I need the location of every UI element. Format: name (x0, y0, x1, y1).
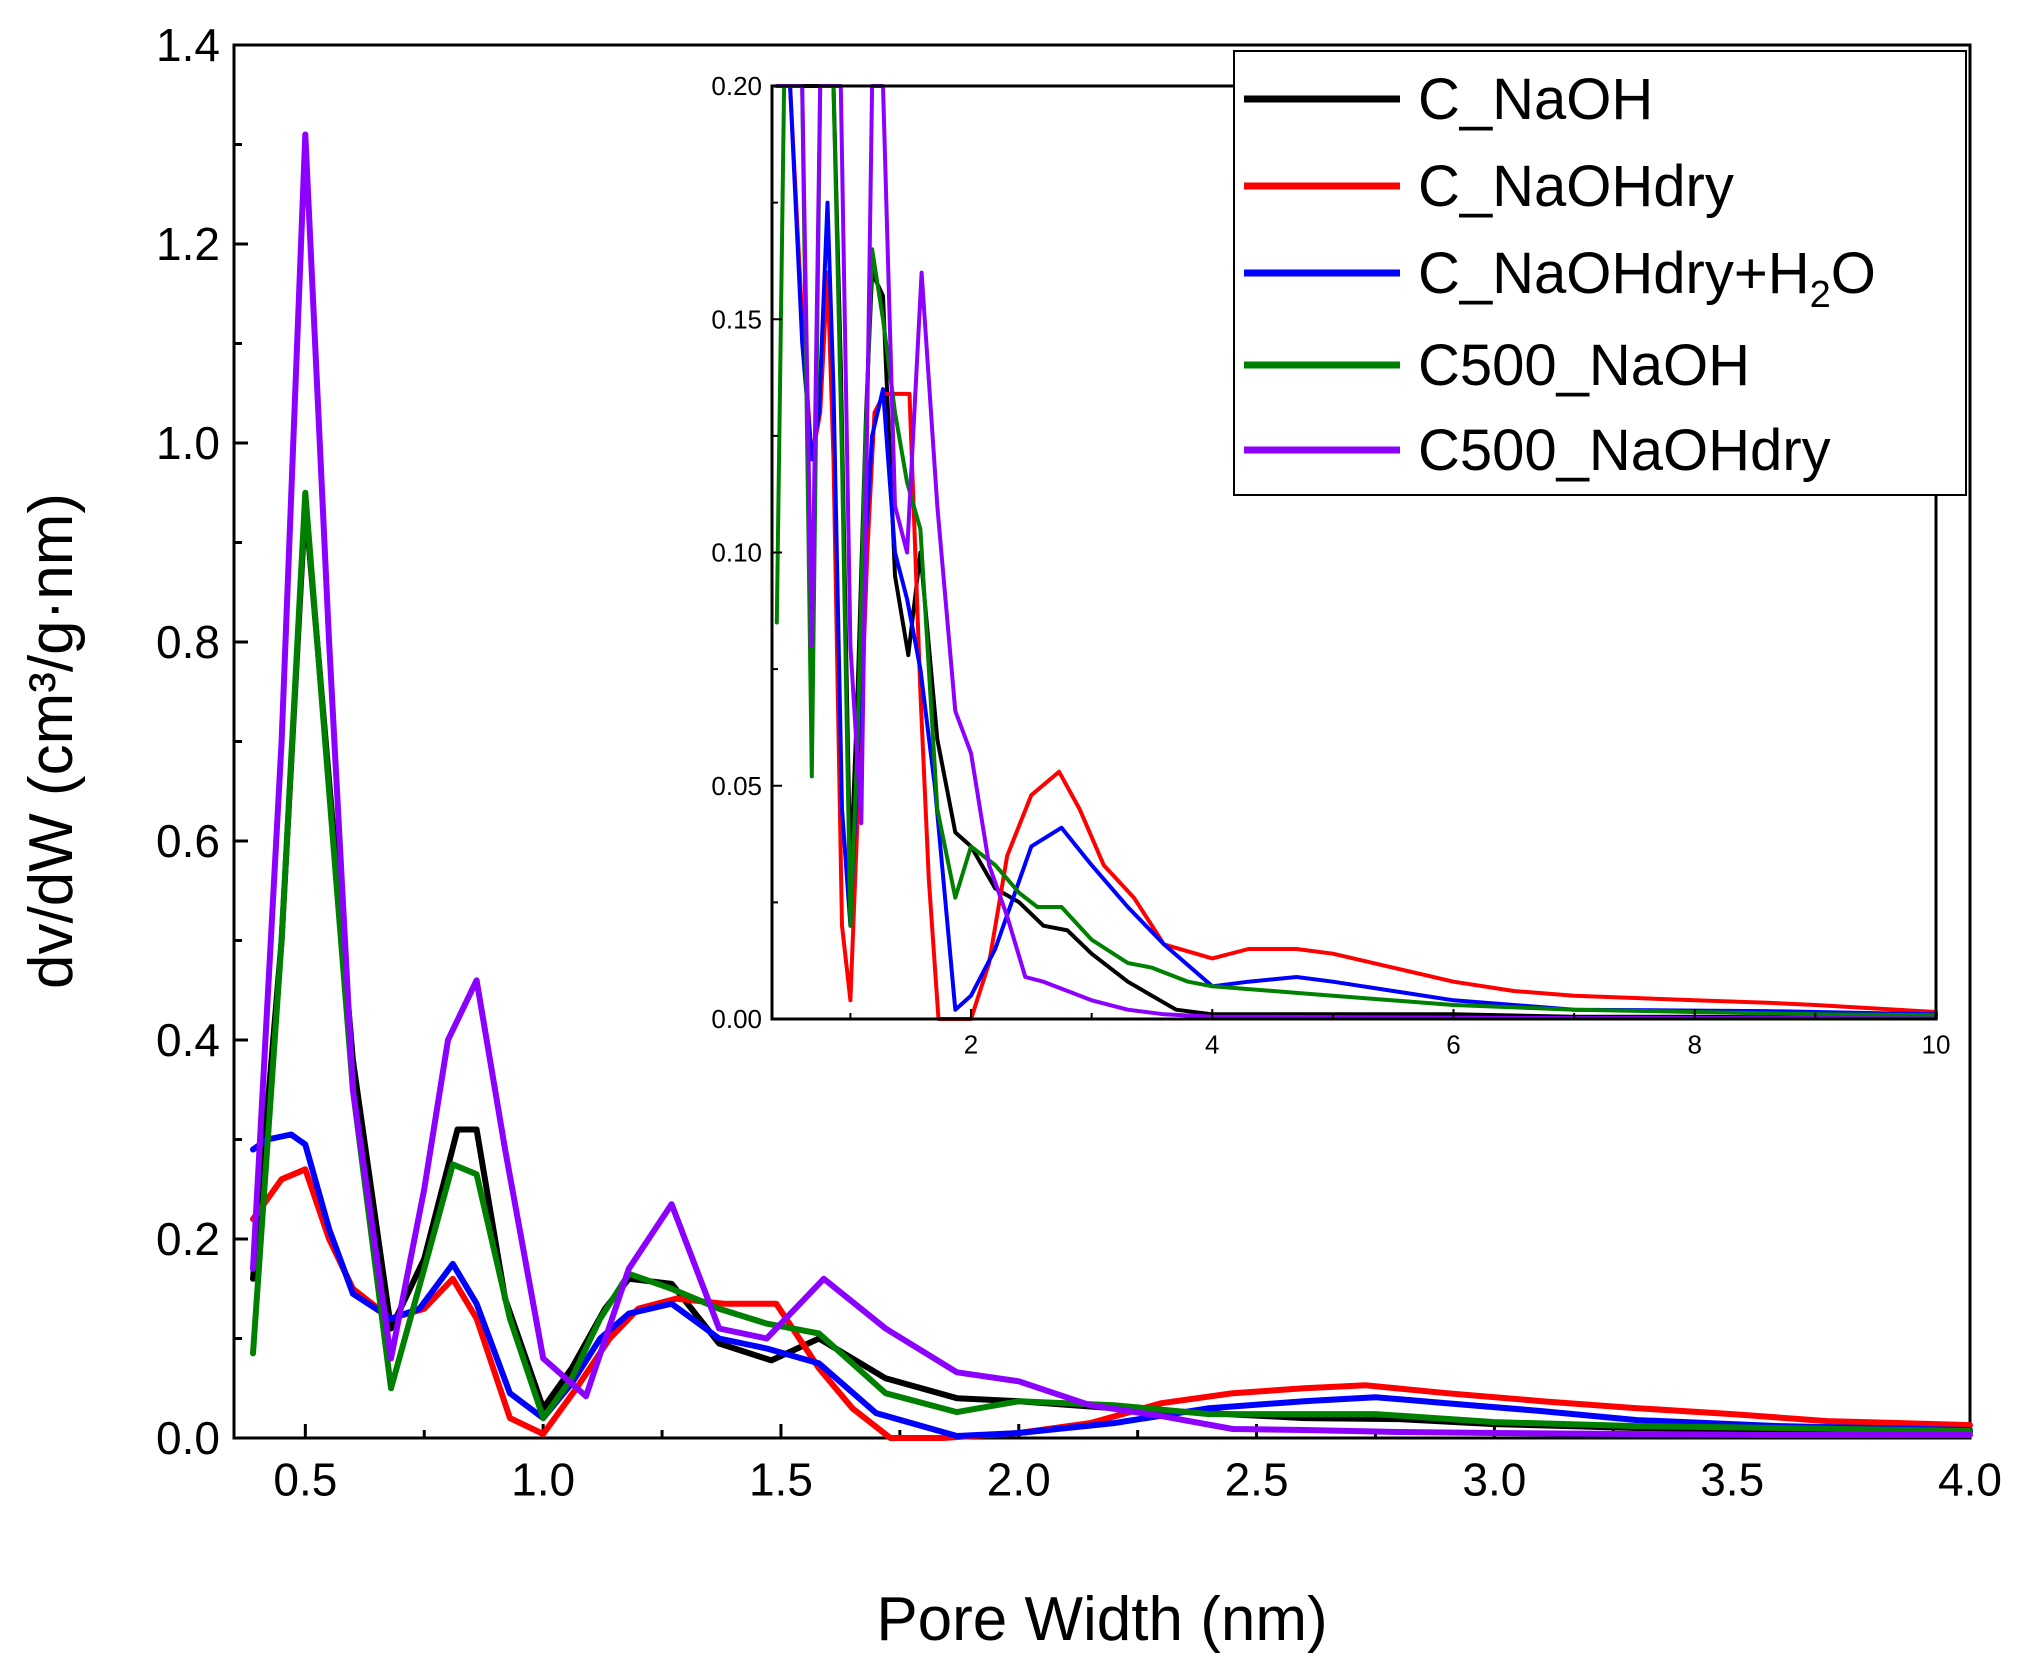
main-y-tick-label: 1.0 (156, 417, 220, 469)
inset-x-tick-label: 8 (1688, 1030, 1702, 1060)
main-y-tick-label: 0.6 (156, 815, 220, 867)
main-series-line-c-naohdry-h-o (250, 1131, 1973, 1439)
legend-item-c-naohdry: C_NaOHdry (1244, 154, 1734, 219)
legend-label-c-naohdry: C_NaOHdry (1418, 154, 1734, 219)
main-x-tick-label: 3.0 (1462, 1454, 1526, 1506)
inset-y-tick-label: 0.15 (711, 304, 762, 334)
main-y-tick-label: 1.4 (156, 19, 220, 71)
inset-x-tick-label: 4 (1205, 1030, 1219, 1060)
legend-label-c-naohdry-h2o-suffix: O (1831, 241, 1876, 306)
main-series-line-c-naohdry (250, 1166, 1973, 1441)
legend-item-c-naohdry-h2o: C_NaOHdry+H2O (1244, 241, 1876, 316)
main-x-tick-label: 1.5 (749, 1454, 813, 1506)
main-x-tick-label: 0.5 (273, 1454, 337, 1506)
inset-x-tick-label: 2 (964, 1030, 978, 1060)
legend-label-c-naohdry-h2o-subscript: 2 (1810, 274, 1831, 316)
main-x-tick-label: 4.0 (1938, 1454, 2002, 1506)
main-y-axis-label: dv/dW (cm³/g·nm) (17, 493, 86, 989)
inset-x-tick-label: 10 (1922, 1030, 1951, 1060)
inset-series-line-c-naohdry-h-o (774, 84, 1938, 1017)
main-y-tick-label: 0.8 (156, 616, 220, 668)
inset-y-tick-label: 0.05 (711, 771, 762, 801)
main-y-ticks: 0.0 0.2 0.4 0.6 0.8 1.0 1.2 1.4 (156, 19, 248, 1464)
legend-label-c500-naoh: C500_NaOH (1418, 333, 1750, 398)
main-x-tick-label: 2.5 (1225, 1454, 1289, 1506)
main-series-group (250, 131, 1973, 1441)
main-x-tick-label: 3.5 (1700, 1454, 1764, 1506)
legend-item-c500-naoh: C500_NaOH (1244, 333, 1750, 398)
main-series-line-c-naoh (250, 499, 1973, 1435)
main-y-tick-label: 0.4 (156, 1014, 220, 1066)
legend-item-c-naoh: C_NaOH (1244, 67, 1653, 132)
main-x-tick-label: 1.0 (511, 1454, 575, 1506)
legend-item-c500-naohdry: C500_NaOHdry (1244, 418, 1831, 483)
main-y-tick-label: 0.2 (156, 1213, 220, 1265)
inset-y-ticks: 0.00 0.05 0.10 0.15 0.20 (711, 71, 782, 1034)
legend-label-c-naohdry-h2o: C_NaOHdry+H2O (1418, 241, 1876, 316)
main-y-tick-label: 1.2 (156, 218, 220, 270)
legend-label-c-naohdry-h2o-prefix: C_NaOHdry+H (1418, 241, 1810, 306)
legend-label-c500-naohdry: C500_NaOHdry (1418, 418, 1831, 483)
main-x-tick-label: 2.0 (987, 1454, 1051, 1506)
main-y-tick-label: 0.0 (156, 1412, 220, 1464)
inset-y-tick-label: 0.20 (711, 71, 762, 101)
legend: C_NaOH C_NaOHdry C_NaOHdry+H2O C500_NaOH… (1233, 50, 1967, 496)
inset-x-ticks: 2 4 6 8 10 (849, 1009, 1951, 1060)
main-plot: 0.0 0.2 0.4 0.6 0.8 1.0 1.2 1.4 0.5 1.0 1.5 2.0 2.5… (17, 19, 2002, 1654)
main-series-line-c500-naohdry (250, 131, 1973, 1438)
inset-x-tick-label: 6 (1446, 1030, 1460, 1060)
legend-label-c-naoh: C_NaOH (1418, 67, 1653, 132)
main-x-axis-label: Pore Width (nm) (876, 1585, 1327, 1654)
inset-y-tick-label: 0.10 (711, 538, 762, 568)
inset-y-tick-label: 0.00 (711, 1004, 762, 1034)
